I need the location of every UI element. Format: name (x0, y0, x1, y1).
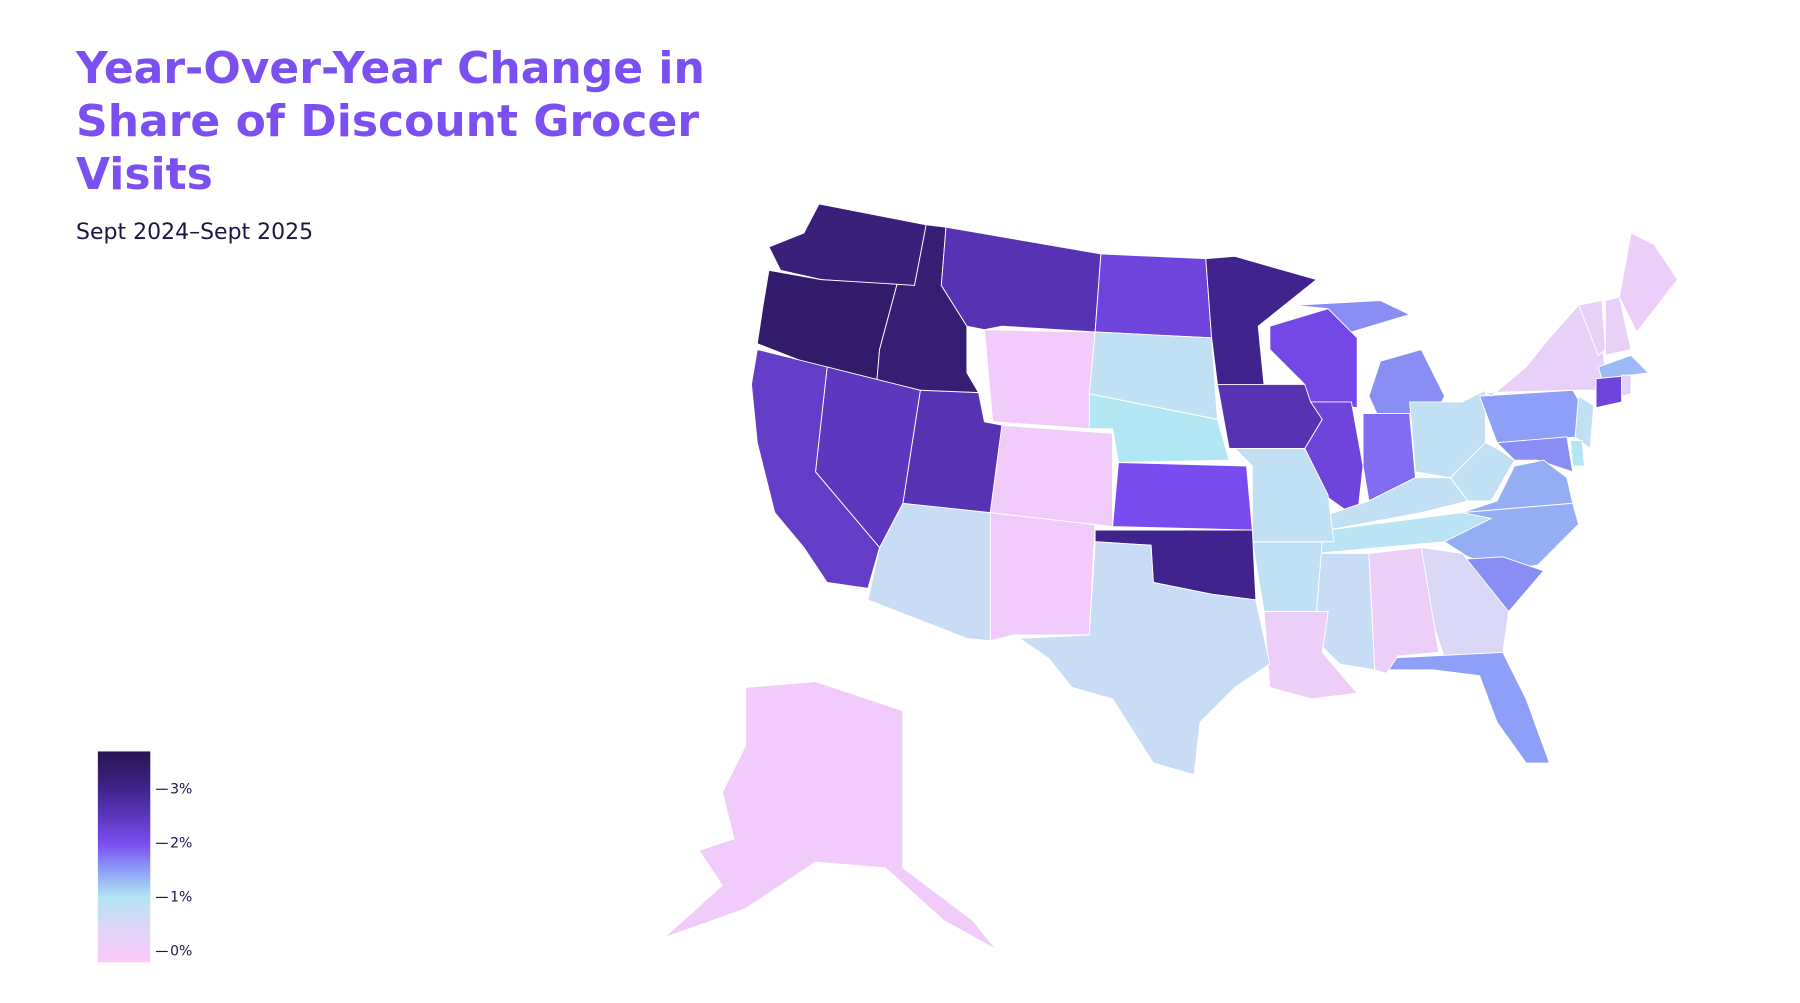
subtitle: Sept 2024–Sept 2025 (76, 220, 314, 245)
state (1478, 389, 1591, 444)
state (983, 329, 1096, 430)
state (1595, 375, 1623, 409)
state (1233, 448, 1335, 543)
state (1251, 541, 1323, 613)
state (1094, 253, 1213, 339)
state (1604, 296, 1632, 356)
state (1597, 354, 1650, 380)
state (1017, 541, 1271, 776)
state (663, 681, 997, 950)
state (1495, 436, 1574, 473)
state (1385, 651, 1551, 764)
state (989, 512, 1096, 642)
state (768, 203, 927, 286)
state (1569, 439, 1585, 467)
legend-label: 3% (170, 781, 192, 797)
title: Year-Over-Year Change in Share of Discou… (76, 43, 705, 200)
state (1112, 462, 1253, 531)
legend-label: 2% (170, 835, 192, 851)
legend-bar (97, 751, 151, 963)
legend-label: 1% (170, 889, 192, 905)
state (1574, 395, 1595, 450)
state (940, 226, 1102, 333)
state (750, 348, 881, 589)
state (1263, 611, 1359, 700)
legend-label: 0% (170, 943, 192, 959)
state (1216, 383, 1323, 449)
state (989, 424, 1114, 528)
map-group: 3% 2% 1% 0% (97, 203, 1679, 963)
state (1205, 255, 1318, 385)
state (1618, 232, 1679, 333)
state (1621, 374, 1632, 397)
